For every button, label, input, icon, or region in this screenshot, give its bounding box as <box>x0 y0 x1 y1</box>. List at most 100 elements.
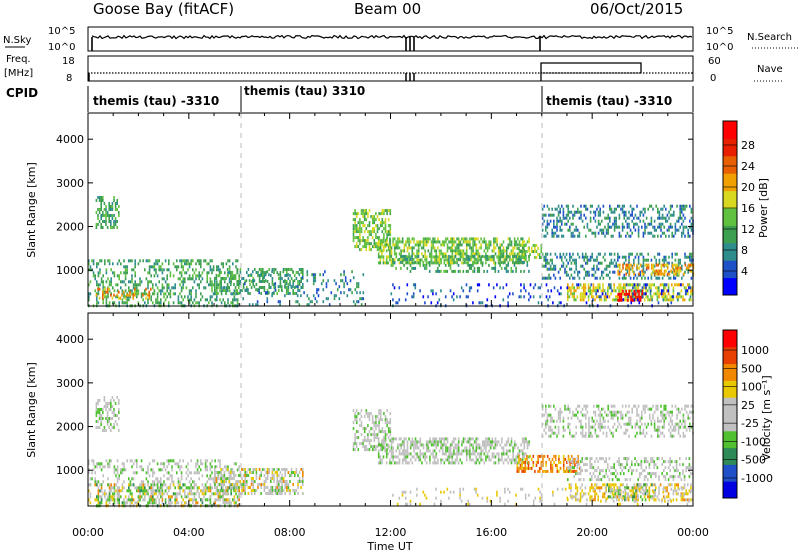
power-cell <box>158 280 160 284</box>
power-cell <box>557 234 560 238</box>
power-cell <box>578 276 581 280</box>
power-cell <box>106 214 109 217</box>
power-cell <box>352 239 355 243</box>
velocity-cell <box>171 465 173 469</box>
power-cell <box>177 295 180 299</box>
velocity-cell <box>211 492 213 496</box>
power-cell <box>172 292 175 296</box>
power-cell <box>540 247 543 250</box>
power-cell <box>488 257 490 261</box>
power-cell <box>588 258 590 262</box>
power-cell <box>293 279 296 283</box>
velocity-cell <box>389 439 392 443</box>
power-cell <box>451 252 454 256</box>
power-cell <box>488 246 490 250</box>
velocity-cell <box>454 437 457 441</box>
power-cell <box>621 286 623 290</box>
power-cell <box>169 271 172 275</box>
power-cell <box>387 243 390 247</box>
power-cell <box>368 209 371 213</box>
power-cell <box>430 246 433 250</box>
power-cell <box>684 234 686 238</box>
velocity-cell <box>222 498 224 502</box>
velocity-cell <box>435 461 438 465</box>
power-cell <box>454 260 457 264</box>
velocity-cell <box>103 429 106 432</box>
power-cell <box>263 280 266 283</box>
power-cell <box>379 246 382 250</box>
power-cell <box>362 245 364 249</box>
power-cell <box>653 228 656 232</box>
power-cell <box>287 273 289 277</box>
power-cell <box>449 258 452 262</box>
power-cell <box>184 259 186 263</box>
power-cell <box>532 286 535 290</box>
power-cell <box>172 301 175 305</box>
power-cell <box>679 204 681 208</box>
power-cell <box>227 271 229 275</box>
power-cell <box>110 205 112 208</box>
power-cell <box>453 237 455 241</box>
power-cell <box>352 300 355 304</box>
power-cell <box>505 252 508 256</box>
velocity-cell <box>371 433 374 437</box>
velocity-cell <box>302 492 304 495</box>
velocity-cell <box>478 452 481 456</box>
power-cell <box>510 252 513 256</box>
power-cell <box>131 268 133 272</box>
power-cell <box>567 295 569 299</box>
velocity-cell <box>211 477 213 481</box>
power-cell <box>382 240 385 244</box>
power-cell <box>672 289 675 293</box>
power-cell <box>489 240 492 244</box>
power-cell <box>488 263 490 267</box>
power-cell <box>163 286 165 290</box>
velocity-cell <box>209 501 212 505</box>
velocity-cell <box>470 452 473 456</box>
velocity-cell <box>172 483 175 487</box>
power-cell <box>389 212 392 216</box>
velocity-cell <box>363 445 366 449</box>
velocity-cell <box>227 492 229 496</box>
velocity-cell <box>174 462 176 466</box>
power-cell <box>581 286 583 290</box>
velocity-cell <box>97 408 99 411</box>
power-cell <box>639 295 642 299</box>
power-cell <box>481 263 484 267</box>
power-cell <box>185 262 188 266</box>
power-colorbar-tick: 16 <box>741 202 755 215</box>
power-cell <box>108 259 111 263</box>
power-cell <box>367 242 369 246</box>
velocity-cell <box>92 462 95 466</box>
velocity-cell <box>222 468 224 471</box>
power-cell <box>198 286 200 290</box>
velocity-cell <box>225 492 227 495</box>
power-cell <box>579 295 582 299</box>
power-cell <box>554 225 557 229</box>
velocity-cell <box>397 443 399 447</box>
power-cell <box>599 210 601 214</box>
power-cell <box>643 292 645 296</box>
power-cell <box>427 295 429 299</box>
power-cell <box>220 289 223 293</box>
power-cell <box>561 234 563 238</box>
power-cell <box>671 225 673 229</box>
velocity-cell <box>377 440 380 444</box>
power-cell <box>131 274 133 278</box>
power-cell <box>640 292 643 296</box>
power-cell <box>379 239 382 243</box>
power-cell <box>277 300 280 304</box>
power-cell <box>432 237 434 241</box>
velocity-cell <box>150 492 152 496</box>
velocity-cell <box>365 439 368 443</box>
velocity-cell <box>385 452 388 456</box>
power-cell <box>520 269 522 273</box>
power-cell <box>689 263 691 267</box>
velocity-cell <box>465 452 468 456</box>
power-colorbar-tick: 20 <box>741 181 755 194</box>
velocity-cell <box>241 492 243 495</box>
velocity-cell <box>102 465 104 469</box>
velocity-cell <box>352 427 355 431</box>
freq-tick-top: 18 <box>62 56 75 67</box>
power-cell <box>625 213 627 217</box>
